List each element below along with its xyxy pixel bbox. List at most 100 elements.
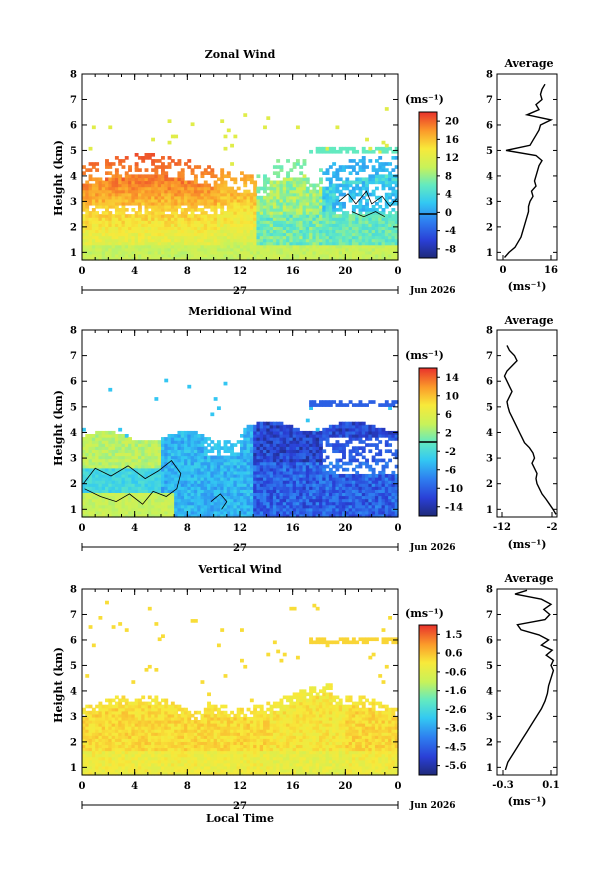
heatmap-cell bbox=[371, 232, 376, 237]
heatmap-cell bbox=[91, 452, 96, 457]
heatmap-cell bbox=[137, 201, 142, 206]
heatmap-cell bbox=[121, 455, 126, 460]
heatmap-cell bbox=[151, 189, 156, 194]
heatmap-cell bbox=[319, 201, 323, 206]
heatmap-cell bbox=[266, 195, 271, 200]
heatmap-cell bbox=[105, 241, 109, 246]
heatmap-cell bbox=[118, 440, 123, 444]
heatmap-cell bbox=[101, 513, 106, 518]
heatmap-cell bbox=[174, 238, 179, 243]
heatmap-cell bbox=[233, 180, 238, 185]
heatmap-cell bbox=[240, 238, 244, 243]
heatmap-cell bbox=[161, 501, 165, 506]
heatmap-cell bbox=[128, 498, 132, 503]
heatmap-cell bbox=[309, 241, 314, 246]
heatmap-cell bbox=[348, 229, 353, 234]
heatmap-cell bbox=[85, 492, 90, 497]
heatmap-cell bbox=[213, 226, 218, 231]
heatmap-cell bbox=[371, 211, 376, 215]
heatmap-cell bbox=[243, 113, 248, 117]
heatmap-cell bbox=[98, 195, 103, 200]
heatmap-cell bbox=[295, 192, 300, 197]
heatmap-cell bbox=[114, 440, 119, 444]
heatmap-cell bbox=[286, 189, 290, 194]
heatmap-cell bbox=[147, 452, 152, 457]
heatmap-cell bbox=[118, 446, 123, 450]
heatmap-cell bbox=[243, 232, 248, 237]
heatmap-cell bbox=[230, 189, 235, 194]
heatmap-cell bbox=[134, 473, 139, 478]
heatmap-cell bbox=[286, 244, 290, 249]
heatmap-cell bbox=[269, 256, 274, 261]
heatmap-cell bbox=[101, 452, 106, 457]
heatmap-cell bbox=[325, 177, 330, 182]
heatmap-cell bbox=[164, 217, 169, 221]
heatmap-cell bbox=[154, 397, 159, 401]
heatmap-cell bbox=[338, 256, 343, 261]
heatmap-cell bbox=[210, 220, 215, 224]
heatmap-cell bbox=[91, 501, 96, 506]
heatmap-cell bbox=[263, 174, 267, 179]
heatmap-cell bbox=[338, 208, 343, 212]
heatmap-cell bbox=[95, 192, 100, 197]
heatmap-cell bbox=[184, 238, 188, 243]
heatmap-cell bbox=[147, 244, 152, 249]
heatmap-cell bbox=[351, 189, 356, 194]
heatmap-cell bbox=[95, 495, 100, 500]
heatmap-cell bbox=[391, 214, 396, 218]
heatmap-cell bbox=[131, 174, 136, 179]
heatmap-cell bbox=[381, 238, 386, 243]
heatmap-cell bbox=[124, 180, 129, 185]
heatmap-cell bbox=[233, 256, 238, 261]
heatmap-cell bbox=[154, 165, 159, 169]
heatmap-cell bbox=[355, 149, 360, 154]
heatmap-cell bbox=[322, 189, 327, 194]
heatmap-cell bbox=[82, 464, 86, 469]
heatmap-cell bbox=[88, 461, 93, 466]
heatmap-cell bbox=[154, 477, 159, 481]
heatmap-cell bbox=[190, 223, 195, 227]
heatmap-cell bbox=[361, 177, 366, 182]
heatmap-cell bbox=[342, 256, 346, 261]
heatmap-cell bbox=[388, 244, 393, 249]
heatmap-cell bbox=[128, 504, 132, 509]
heatmap-cell bbox=[394, 256, 399, 261]
heatmap-cell bbox=[295, 217, 300, 221]
heatmap-cell bbox=[253, 180, 258, 185]
heatmap-cell bbox=[157, 501, 162, 506]
heatmap-cell bbox=[355, 220, 360, 224]
heatmap-cell bbox=[394, 244, 399, 249]
heatmap-cell bbox=[121, 483, 126, 487]
heatmap-cell bbox=[216, 238, 221, 243]
heatmap-cell bbox=[177, 174, 182, 179]
heatmap-cell bbox=[345, 235, 350, 240]
heatmap-cell bbox=[315, 189, 320, 194]
heatmap-cell bbox=[88, 473, 93, 478]
heatmap-cell bbox=[177, 180, 182, 185]
heatmap-cell bbox=[279, 198, 284, 203]
heatmap-cell bbox=[91, 440, 96, 444]
heatmap-cell bbox=[128, 446, 132, 450]
heatmap-cell bbox=[147, 177, 152, 182]
heatmap-cell bbox=[167, 437, 172, 441]
heatmap-cell bbox=[319, 198, 323, 203]
heatmap-cell bbox=[230, 232, 235, 237]
heatmap-cell bbox=[147, 235, 152, 240]
heatmap-cell bbox=[161, 483, 165, 487]
heatmap-cell bbox=[164, 510, 169, 515]
heatmap-cell bbox=[161, 504, 165, 509]
heatmap-cell bbox=[243, 180, 248, 185]
heatmap-cell bbox=[137, 446, 142, 450]
heatmap-cell bbox=[226, 195, 231, 200]
heatmap-cell bbox=[328, 247, 333, 252]
heatmap-cell bbox=[371, 238, 376, 243]
heatmap-cell bbox=[319, 177, 323, 182]
heatmap-cell bbox=[180, 211, 185, 215]
heatmap-cell bbox=[328, 253, 333, 258]
heatmap-cell bbox=[226, 171, 231, 175]
heatmap-cell bbox=[131, 198, 136, 203]
heatmap-cell bbox=[111, 489, 116, 493]
heatmap-cell bbox=[118, 449, 123, 454]
heatmap-cell bbox=[332, 220, 337, 224]
colorbar-tick-label: 8 bbox=[445, 171, 452, 182]
